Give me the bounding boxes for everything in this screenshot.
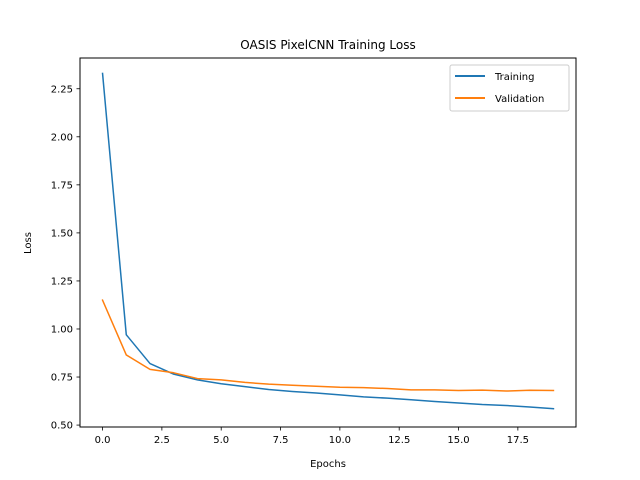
plot-area — [79, 57, 577, 428]
series-line-validation — [101, 299, 555, 392]
y-tick-label: 1.00 — [51, 325, 73, 336]
y-tick-label: 1.50 — [51, 228, 73, 239]
x-tick-label: 2.5 — [154, 435, 170, 446]
y-axis-label: Loss — [23, 232, 34, 254]
y-tick-label: 1.25 — [51, 277, 73, 288]
chart-title: OASIS PixelCNN Training Loss — [240, 38, 415, 52]
x-tick-label: 5.0 — [213, 435, 229, 446]
y-tick-label: 0.75 — [51, 373, 73, 384]
x-tick-label: 12.5 — [388, 435, 410, 446]
legend-label-validation: Validation — [495, 94, 544, 105]
y-tick-label: 2.00 — [51, 132, 73, 143]
series-lines — [101, 72, 555, 410]
x-axis-label: Epochs — [310, 459, 346, 470]
x-tick-label: 17.5 — [507, 435, 529, 446]
x-tick-label: 15.0 — [447, 435, 469, 446]
legend: Training Validation — [449, 64, 570, 112]
y-axis-ticks: 0.50 0.75 1.00 1.25 1.50 1.75 2.00 2.25 — [51, 84, 80, 432]
x-axis-ticks: 0.0 2.5 5.0 7.5 10.0 12.5 15.0 17.5 — [95, 427, 529, 446]
x-tick-label: 10.0 — [329, 435, 351, 446]
x-tick-label: 7.5 — [273, 435, 289, 446]
y-tick-label: 1.75 — [51, 180, 73, 191]
plot-frame — [79, 57, 577, 428]
x-tick-label: 0.0 — [95, 435, 111, 446]
y-tick-label: 2.25 — [51, 84, 73, 95]
legend-label-training: Training — [494, 72, 534, 83]
y-tick-label: 0.50 — [51, 421, 73, 432]
series-line-training — [101, 72, 555, 410]
